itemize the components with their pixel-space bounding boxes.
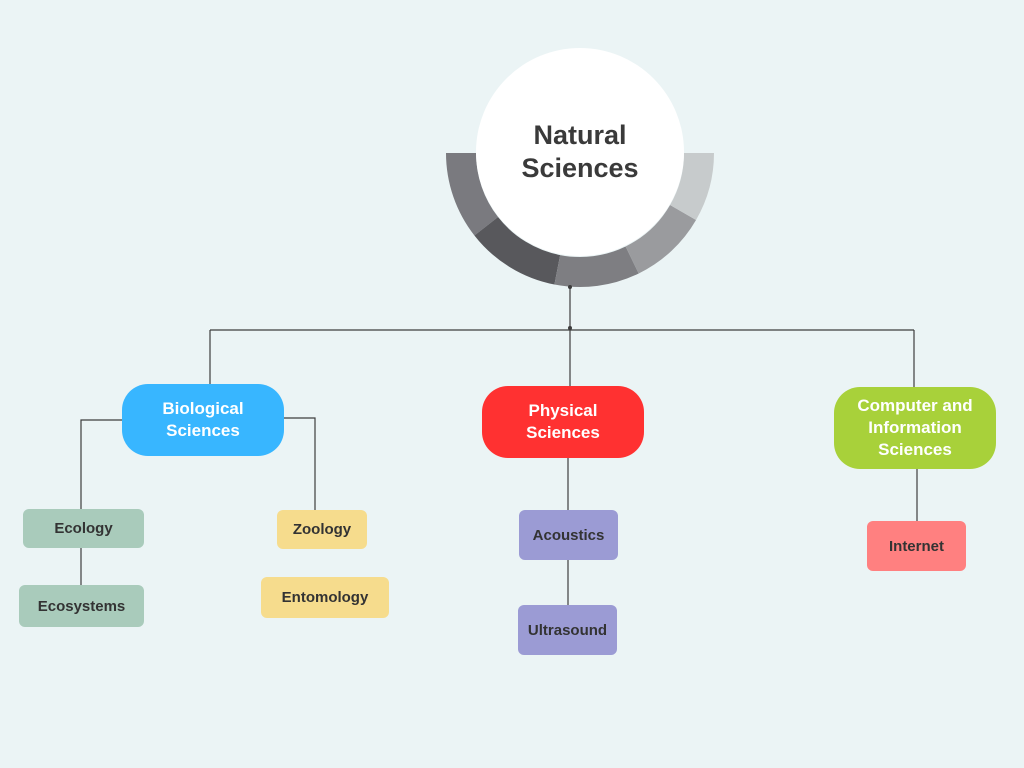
leaf-ultrasound: Ultrasound (518, 605, 617, 655)
root-ring (446, 153, 714, 287)
category-physical-sciences: Physical Sciences (482, 386, 644, 458)
ring-segment (554, 246, 639, 287)
leaf-ecology: Ecology (23, 509, 144, 548)
connector-junction-dot (568, 326, 572, 330)
leaf-acoustics: Acoustics (519, 510, 618, 560)
category-biological-sciences: Biological Sciences (122, 384, 284, 456)
leaf-zoology: Zoology (277, 510, 367, 549)
ring-segment (446, 153, 499, 236)
leaf-entomology: Entomology (261, 577, 389, 618)
connector-junction-dot (568, 285, 572, 289)
connector-biological-to-zoology (283, 417, 316, 511)
leaf-ecosystems: Ecosystems (19, 585, 144, 627)
ring-segment (625, 205, 697, 274)
connector-lines (80, 287, 918, 606)
connector-biological-to-ecology (80, 419, 123, 510)
leaf-internet: Internet (867, 521, 966, 571)
ring-segment (670, 153, 714, 220)
ring-segment (474, 217, 561, 285)
category-computer-and-information-sciences: Computer and Information Sciences (834, 387, 996, 469)
root-node: Natural Sciences (476, 48, 684, 256)
